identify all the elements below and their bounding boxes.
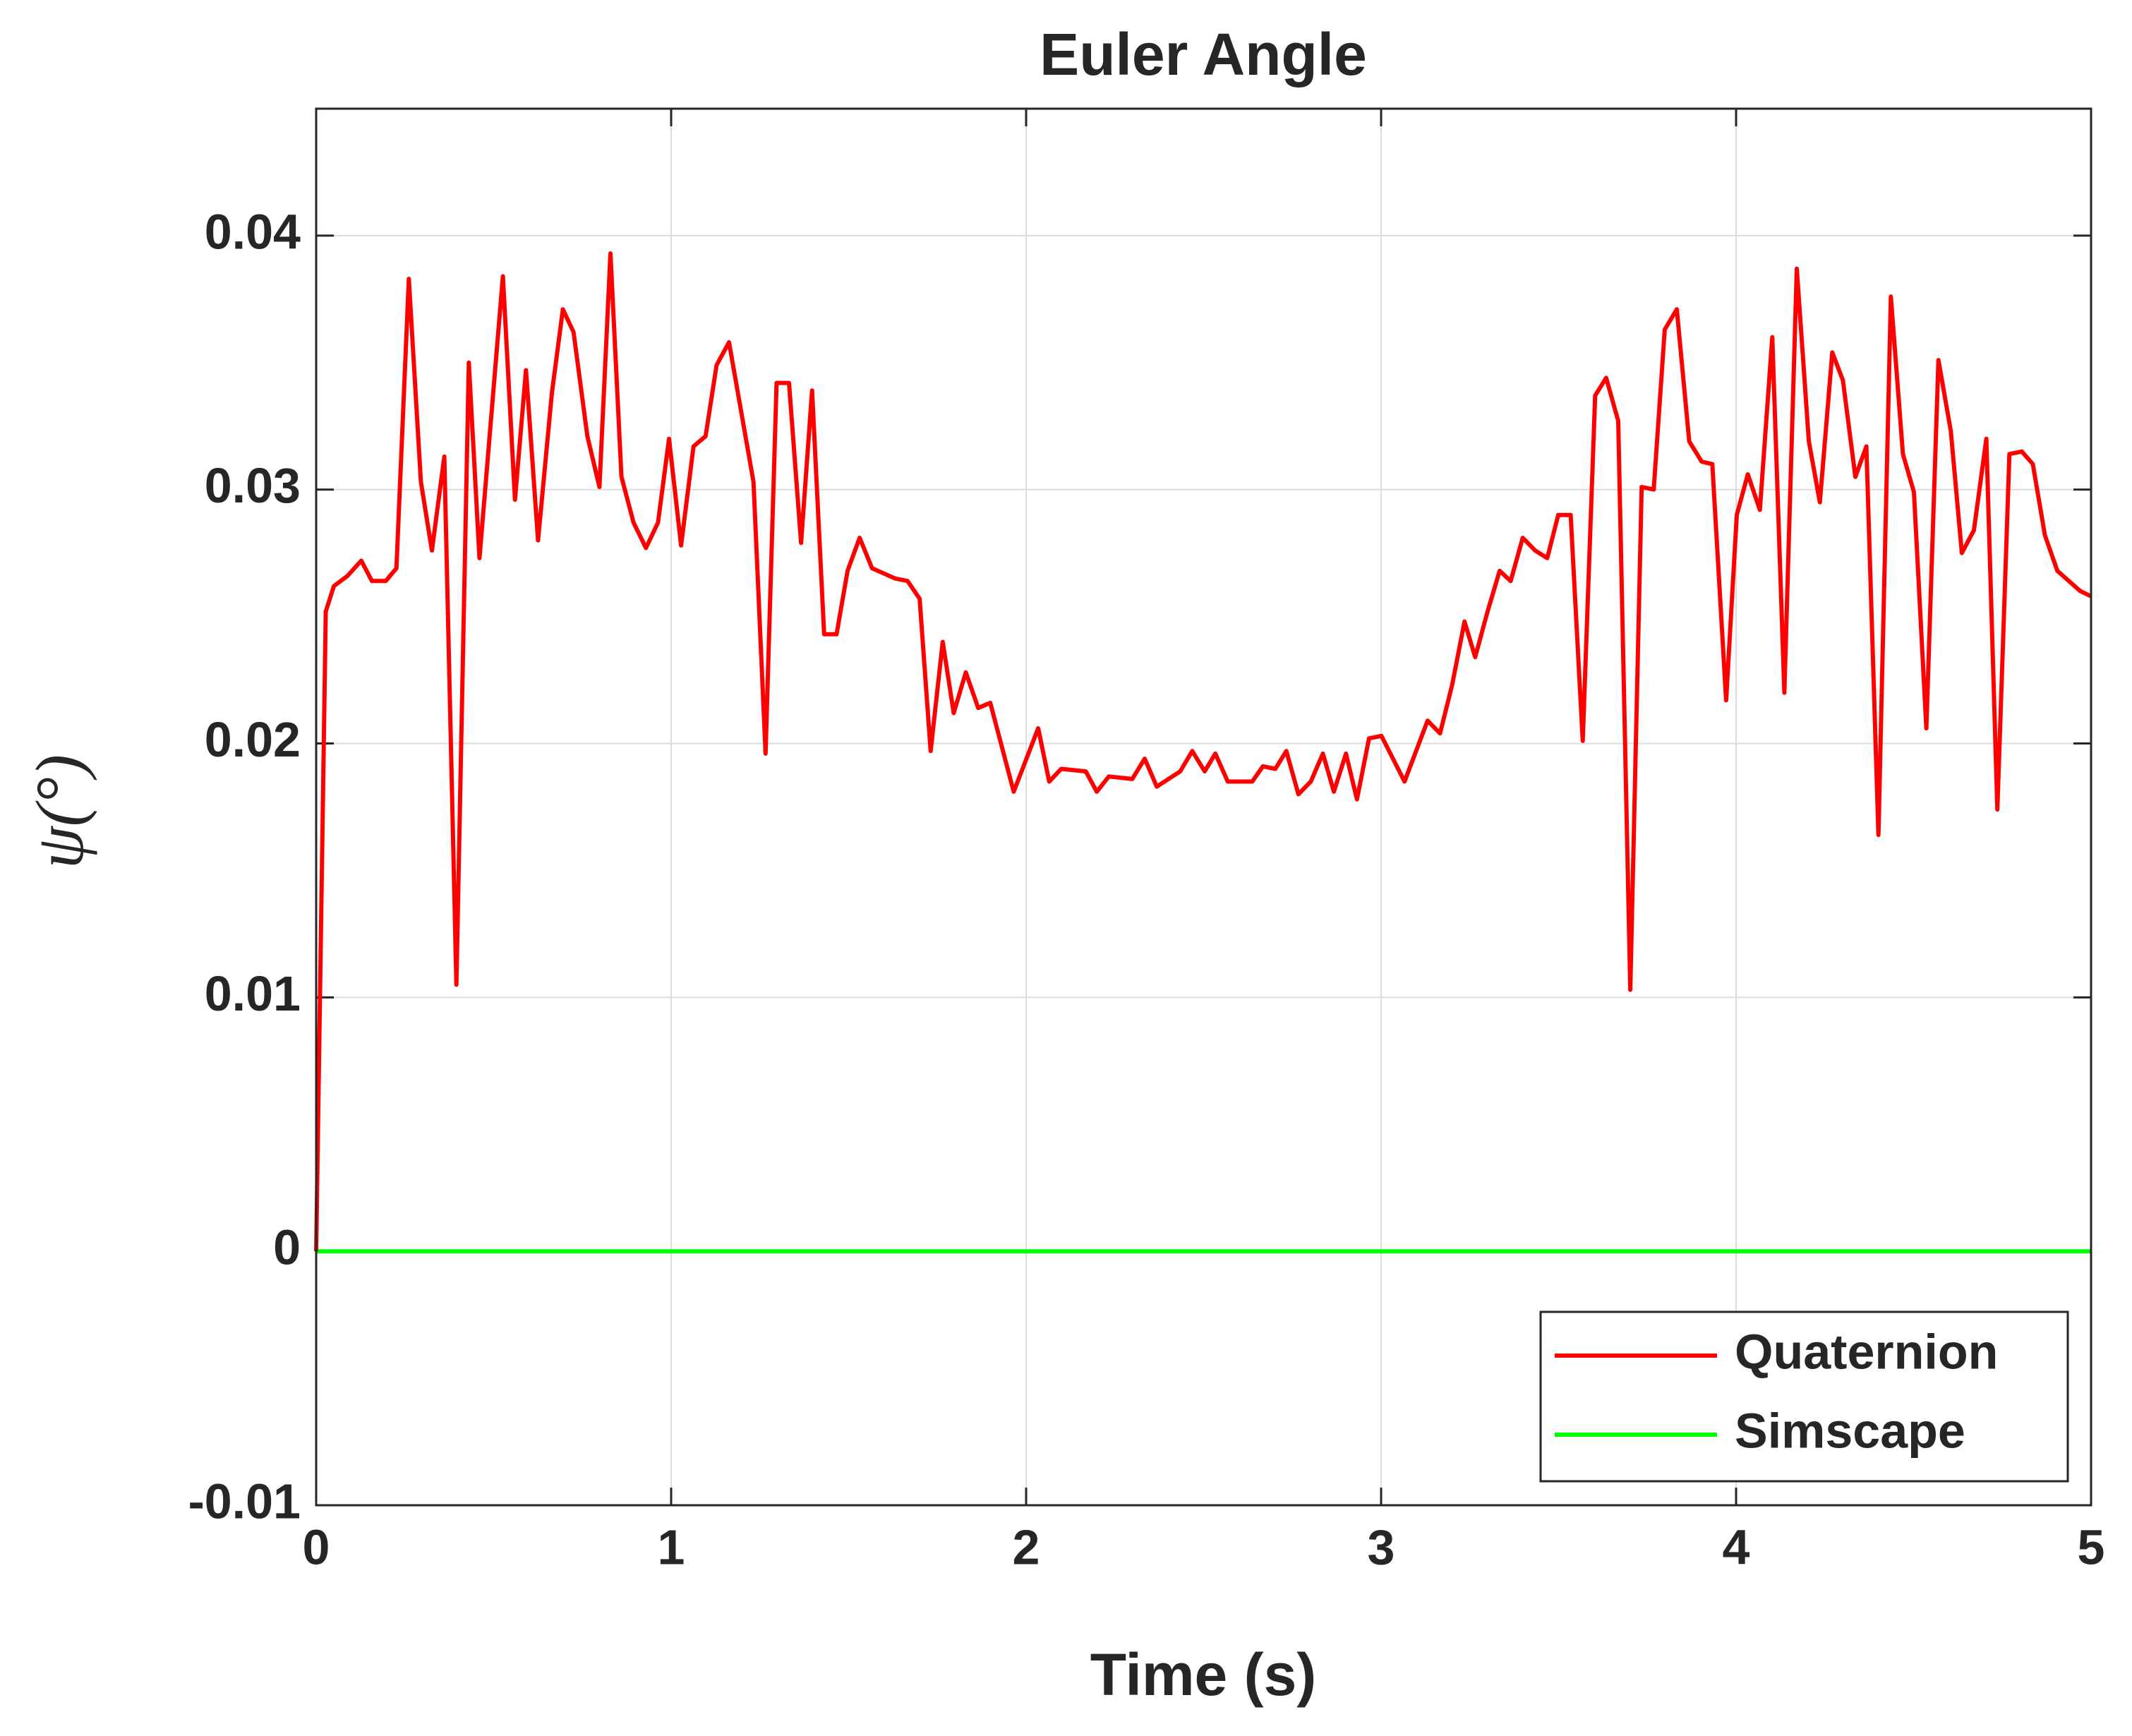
plot-frame [315,107,2092,1507]
y-axis-label: ψ(°) [22,754,97,869]
chart-title: Euler Angle [1040,21,1367,88]
y-tick-label: -0.01 [188,1473,301,1529]
x-tick-label: 3 [1368,1519,1395,1574]
legend-box [1539,1310,2069,1483]
y-tick-label: 0.03 [205,458,301,513]
x-tick-label: 0 [303,1519,330,1574]
x-axis-label: Time (s) [1090,1641,1317,1708]
x-tick-label: 2 [1013,1519,1040,1574]
y-tick-label: 0.01 [205,966,301,1021]
y-tick-label: 0 [273,1220,301,1275]
x-tick-label: 4 [1723,1519,1750,1574]
x-tick-label: 1 [658,1519,685,1574]
legend-label: Simscape [1735,1403,1965,1458]
legend-label: Quaternion [1735,1324,1998,1379]
plot-area [316,109,2091,1505]
data-line [314,251,2092,1252]
y-tick-label: 0.04 [205,204,301,259]
y-tick-label: 0.02 [205,712,301,767]
x-tick-label: 5 [2078,1519,2105,1574]
